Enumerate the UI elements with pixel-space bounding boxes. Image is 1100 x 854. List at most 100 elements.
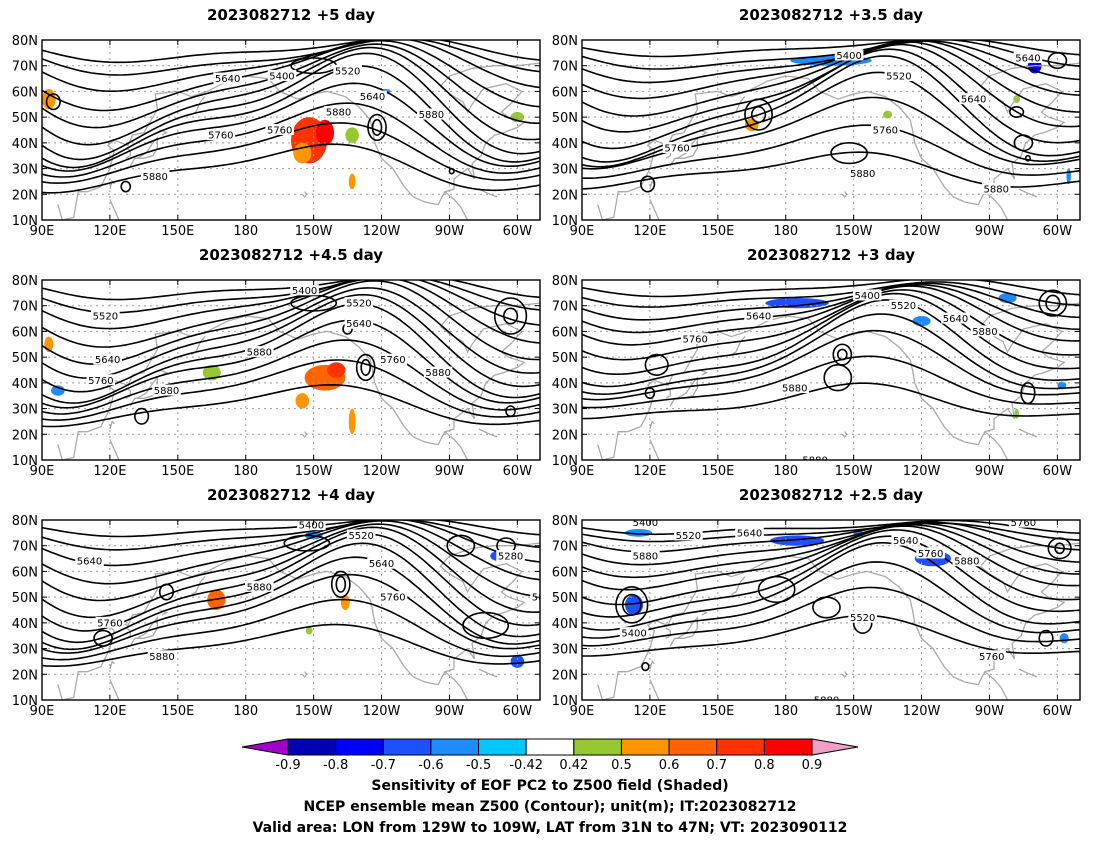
closed-contour <box>283 534 331 552</box>
panel-plot-area: 5400 5520 5640 5640 5760 5760 5880 5880 <box>582 40 1080 220</box>
contour-label-bg <box>812 694 841 700</box>
height-contour <box>42 523 540 602</box>
x-tick-label: 120W <box>903 704 941 719</box>
x-tick-label: 90W <box>975 224 1005 239</box>
closed-contour <box>615 586 649 624</box>
height-contour <box>42 520 540 551</box>
closed-contour <box>1038 629 1054 647</box>
x-tick-label: 150W <box>835 464 873 479</box>
height-contour <box>582 525 1080 591</box>
height-contour <box>582 40 1080 58</box>
colorbar-box <box>430 738 480 756</box>
closed-contour <box>367 113 387 142</box>
x-tick-label: 180 <box>233 224 258 239</box>
coastline <box>984 671 1009 700</box>
height-contour <box>42 52 540 161</box>
contour-label: 5400 <box>633 518 658 529</box>
height-contour <box>42 556 540 651</box>
coastline <box>649 199 660 220</box>
x-tick-label: 90W <box>435 224 465 239</box>
contour-label-bg <box>147 650 177 662</box>
y-tick-label: 40N <box>552 617 578 632</box>
contour-label: 5760 <box>208 131 233 142</box>
map-panel: 5400 5520 5640 5640 5760 5760 5880 5880 90E 120E 1… <box>552 6 1081 239</box>
colorbar-box <box>573 738 622 756</box>
contour-label-bg <box>916 547 945 559</box>
x-tick-label: 60W <box>1043 224 1073 239</box>
contour-label-bg <box>245 580 274 592</box>
contour-label-bg <box>378 353 408 365</box>
contour-label: 5520 <box>886 72 911 83</box>
y-tick-label: 20N <box>12 668 38 683</box>
contour-label-bg <box>213 72 242 84</box>
sensitivity-shade <box>1014 408 1019 419</box>
coastline <box>444 191 469 220</box>
contour-label-bg <box>631 550 660 561</box>
contour-label: 5760 <box>664 144 689 155</box>
closed-contour <box>836 348 848 361</box>
y-tick-label: 10N <box>12 454 38 469</box>
height-contour <box>582 292 1080 375</box>
contour-label-bg <box>333 64 362 76</box>
x-tick-label: 120W <box>903 464 941 479</box>
height-contour <box>582 40 1080 70</box>
panel-title: 2023082712 +4 day <box>207 486 375 504</box>
contour-label: 5400 <box>292 286 317 297</box>
x-tick-label: 60W <box>503 464 533 479</box>
height-contour <box>582 285 1080 346</box>
closed-contour <box>1020 382 1036 405</box>
contour-label-bg <box>423 366 453 378</box>
x-tick-label: 150E <box>701 464 734 479</box>
panel-frame <box>41 39 541 221</box>
y-tick-label: 40N <box>552 137 578 152</box>
y-tick-label: 70N <box>12 300 38 315</box>
contour-label: 5640 <box>346 319 371 330</box>
contour-label-bg <box>981 183 1011 195</box>
coastline <box>125 387 131 399</box>
coastline <box>109 660 115 670</box>
height-contour <box>42 303 540 404</box>
x-tick-label: 90E <box>570 224 595 239</box>
contour-label-bg <box>884 70 914 81</box>
x-tick-label: 150W <box>295 704 333 719</box>
contour-label: 5760 <box>979 652 1004 663</box>
contour-label-bg <box>977 650 1007 662</box>
sensitivity-shade <box>202 364 221 381</box>
contour-label-bg <box>344 297 374 309</box>
closed-contour <box>1045 294 1061 312</box>
y-tick-label: 20N <box>12 188 38 203</box>
y-tick-label: 70N <box>12 60 38 75</box>
contour-label: 5760 <box>1011 518 1036 529</box>
x-tick-label: 90E <box>570 704 595 719</box>
colorbar-box <box>716 738 765 756</box>
panel-plot-area: 5400 5520 5640 5640 5760 5760 5880 5880 5880 <box>42 40 540 220</box>
x-tick-label: 150E <box>161 464 194 479</box>
coastline <box>109 439 120 460</box>
caption-line: NCEP ensemble mean Z500 (Contour); unit(… <box>304 799 797 815</box>
contour-label-bg <box>662 142 692 153</box>
map-panel: 5400 5520 5640 5640 5760 5880 5880 5880 90E 120E 1… <box>552 246 1081 479</box>
closed-contour <box>812 596 841 619</box>
contour-label-bg <box>619 627 649 639</box>
y-tick-label: 60N <box>552 325 578 340</box>
x-tick-label: 180 <box>773 224 798 239</box>
closed-contour <box>1047 52 1068 70</box>
x-tick-label: 60W <box>503 224 533 239</box>
panel-plot-area: 5400 5520 5640 5640 5760 5880 5880 5880 <box>582 280 1080 460</box>
height-contour <box>582 520 1080 536</box>
contour-label: 5400 <box>269 72 294 83</box>
height-contour <box>582 522 1080 566</box>
coastline <box>841 671 848 678</box>
x-tick-label: 120E <box>633 704 666 719</box>
closed-contour <box>290 294 338 312</box>
colorbar-high-triangle <box>811 738 859 756</box>
coastline <box>731 336 746 356</box>
x-tick-label: 90W <box>435 704 465 719</box>
y-tick-label: 80N <box>12 514 38 529</box>
contour-label: 5880 <box>326 108 351 119</box>
contour-label-bg <box>93 353 122 365</box>
x-tick-label: 150W <box>295 224 333 239</box>
contour-label: 5640 <box>95 355 120 366</box>
